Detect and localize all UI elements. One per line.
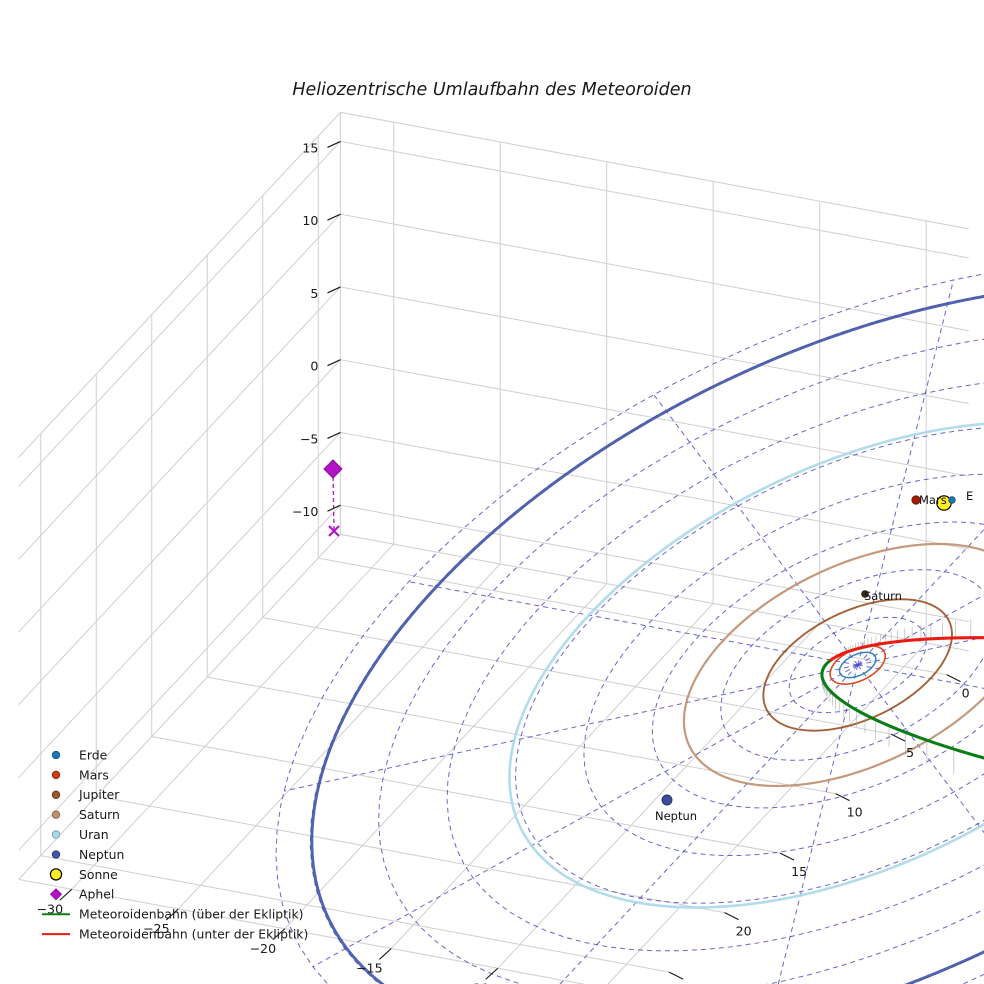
legend-marker-circle xyxy=(49,868,63,881)
saturn-marker xyxy=(861,590,869,598)
y-tick-4: 20 xyxy=(736,924,752,939)
aphel-drop-line xyxy=(332,469,335,532)
z-tick-1: 10 xyxy=(302,213,318,228)
z-tick-5: −10 xyxy=(292,504,319,519)
legend-item[interactable]: Sonne xyxy=(49,867,118,882)
meteoroid-orbit xyxy=(820,636,984,760)
legend-marker-diamond xyxy=(49,888,63,901)
legend: Erde Mars Jupiter Saturn Uran Neptun Sonne Aphe… xyxy=(42,747,308,942)
z-tick-3: 0 xyxy=(310,359,318,374)
aphel-projection-x-marker xyxy=(328,525,340,537)
legend-marker-circle xyxy=(51,830,61,839)
legend-label: Erde xyxy=(79,747,107,762)
y-tick-2: 10 xyxy=(847,805,863,820)
legend-marker-circle xyxy=(51,790,61,799)
legend-marker-circle xyxy=(51,850,61,859)
neptun-label: Neptun xyxy=(655,809,697,823)
aphel-diamond-marker xyxy=(323,459,343,479)
legend-label: Sonne xyxy=(79,867,118,882)
legend-marker-circle xyxy=(51,810,61,819)
saturn-label: Saturn xyxy=(864,589,902,603)
neptun-marker xyxy=(661,794,673,806)
mars-label: Mars xyxy=(919,493,947,507)
legend-item[interactable]: Erde xyxy=(51,747,107,762)
legend-item[interactable]: Neptun xyxy=(51,847,124,862)
legend-label: Mars xyxy=(79,767,109,782)
legend-item[interactable]: Meteoroidenbahn (unter der Ekliptik) xyxy=(42,927,308,942)
axis-ticks xyxy=(59,140,961,980)
z-tick-0: 15 xyxy=(302,140,318,155)
legend-item[interactable]: Jupiter xyxy=(51,787,120,802)
ecliptic-grid xyxy=(275,273,984,984)
legend-item[interactable]: Mars xyxy=(51,767,109,782)
aphel-marker-group xyxy=(323,459,343,537)
legend-label: Meteoroidenbahn (unter der Ekliptik) xyxy=(79,927,308,942)
legend-item[interactable]: Saturn xyxy=(51,807,120,822)
legend-label: Meteoroidenbahn (über der Ekliptik) xyxy=(79,907,303,922)
axes-panes xyxy=(18,111,969,984)
legend-label: Jupiter xyxy=(78,787,120,802)
axis-tick-labels: −30−25−20−15−10−50510152025151050−5−10 xyxy=(37,140,970,984)
legend-label: Saturn xyxy=(79,807,120,822)
z-tick-2: 5 xyxy=(310,286,318,301)
erde-label: E xyxy=(966,489,973,503)
legend-label: Aphel xyxy=(79,887,114,902)
planet-orbits xyxy=(310,294,984,984)
x-tick-2: −20 xyxy=(250,941,277,956)
legend-label: Neptun xyxy=(79,847,124,862)
z-tick-4: −5 xyxy=(300,431,319,446)
planet-markers: E Mars Saturn Neptun xyxy=(655,489,973,823)
legend-marker-circle xyxy=(51,770,61,780)
x-tick-3: −15 xyxy=(356,961,383,976)
legend-label: Uran xyxy=(79,827,109,842)
page-title: Heliozentrische Umlaufbahn des Meteoroid… xyxy=(292,80,691,100)
y-tick-3: 15 xyxy=(791,864,807,879)
x-tick-0: −30 xyxy=(37,901,64,916)
mars-marker xyxy=(911,495,921,505)
legend-item[interactable]: Uran xyxy=(51,827,109,842)
erde-marker xyxy=(948,496,956,504)
y-tick-1: 5 xyxy=(906,745,914,760)
legend-item[interactable]: Meteoroidenbahn (über der Ekliptik) xyxy=(42,907,303,922)
y-tick-0: 0 xyxy=(962,686,970,701)
x-tick-1: −25 xyxy=(143,921,170,936)
legend-item[interactable]: Aphel xyxy=(49,887,115,902)
legend-marker-circle xyxy=(51,750,61,760)
x-tick-4: −10 xyxy=(463,980,490,984)
